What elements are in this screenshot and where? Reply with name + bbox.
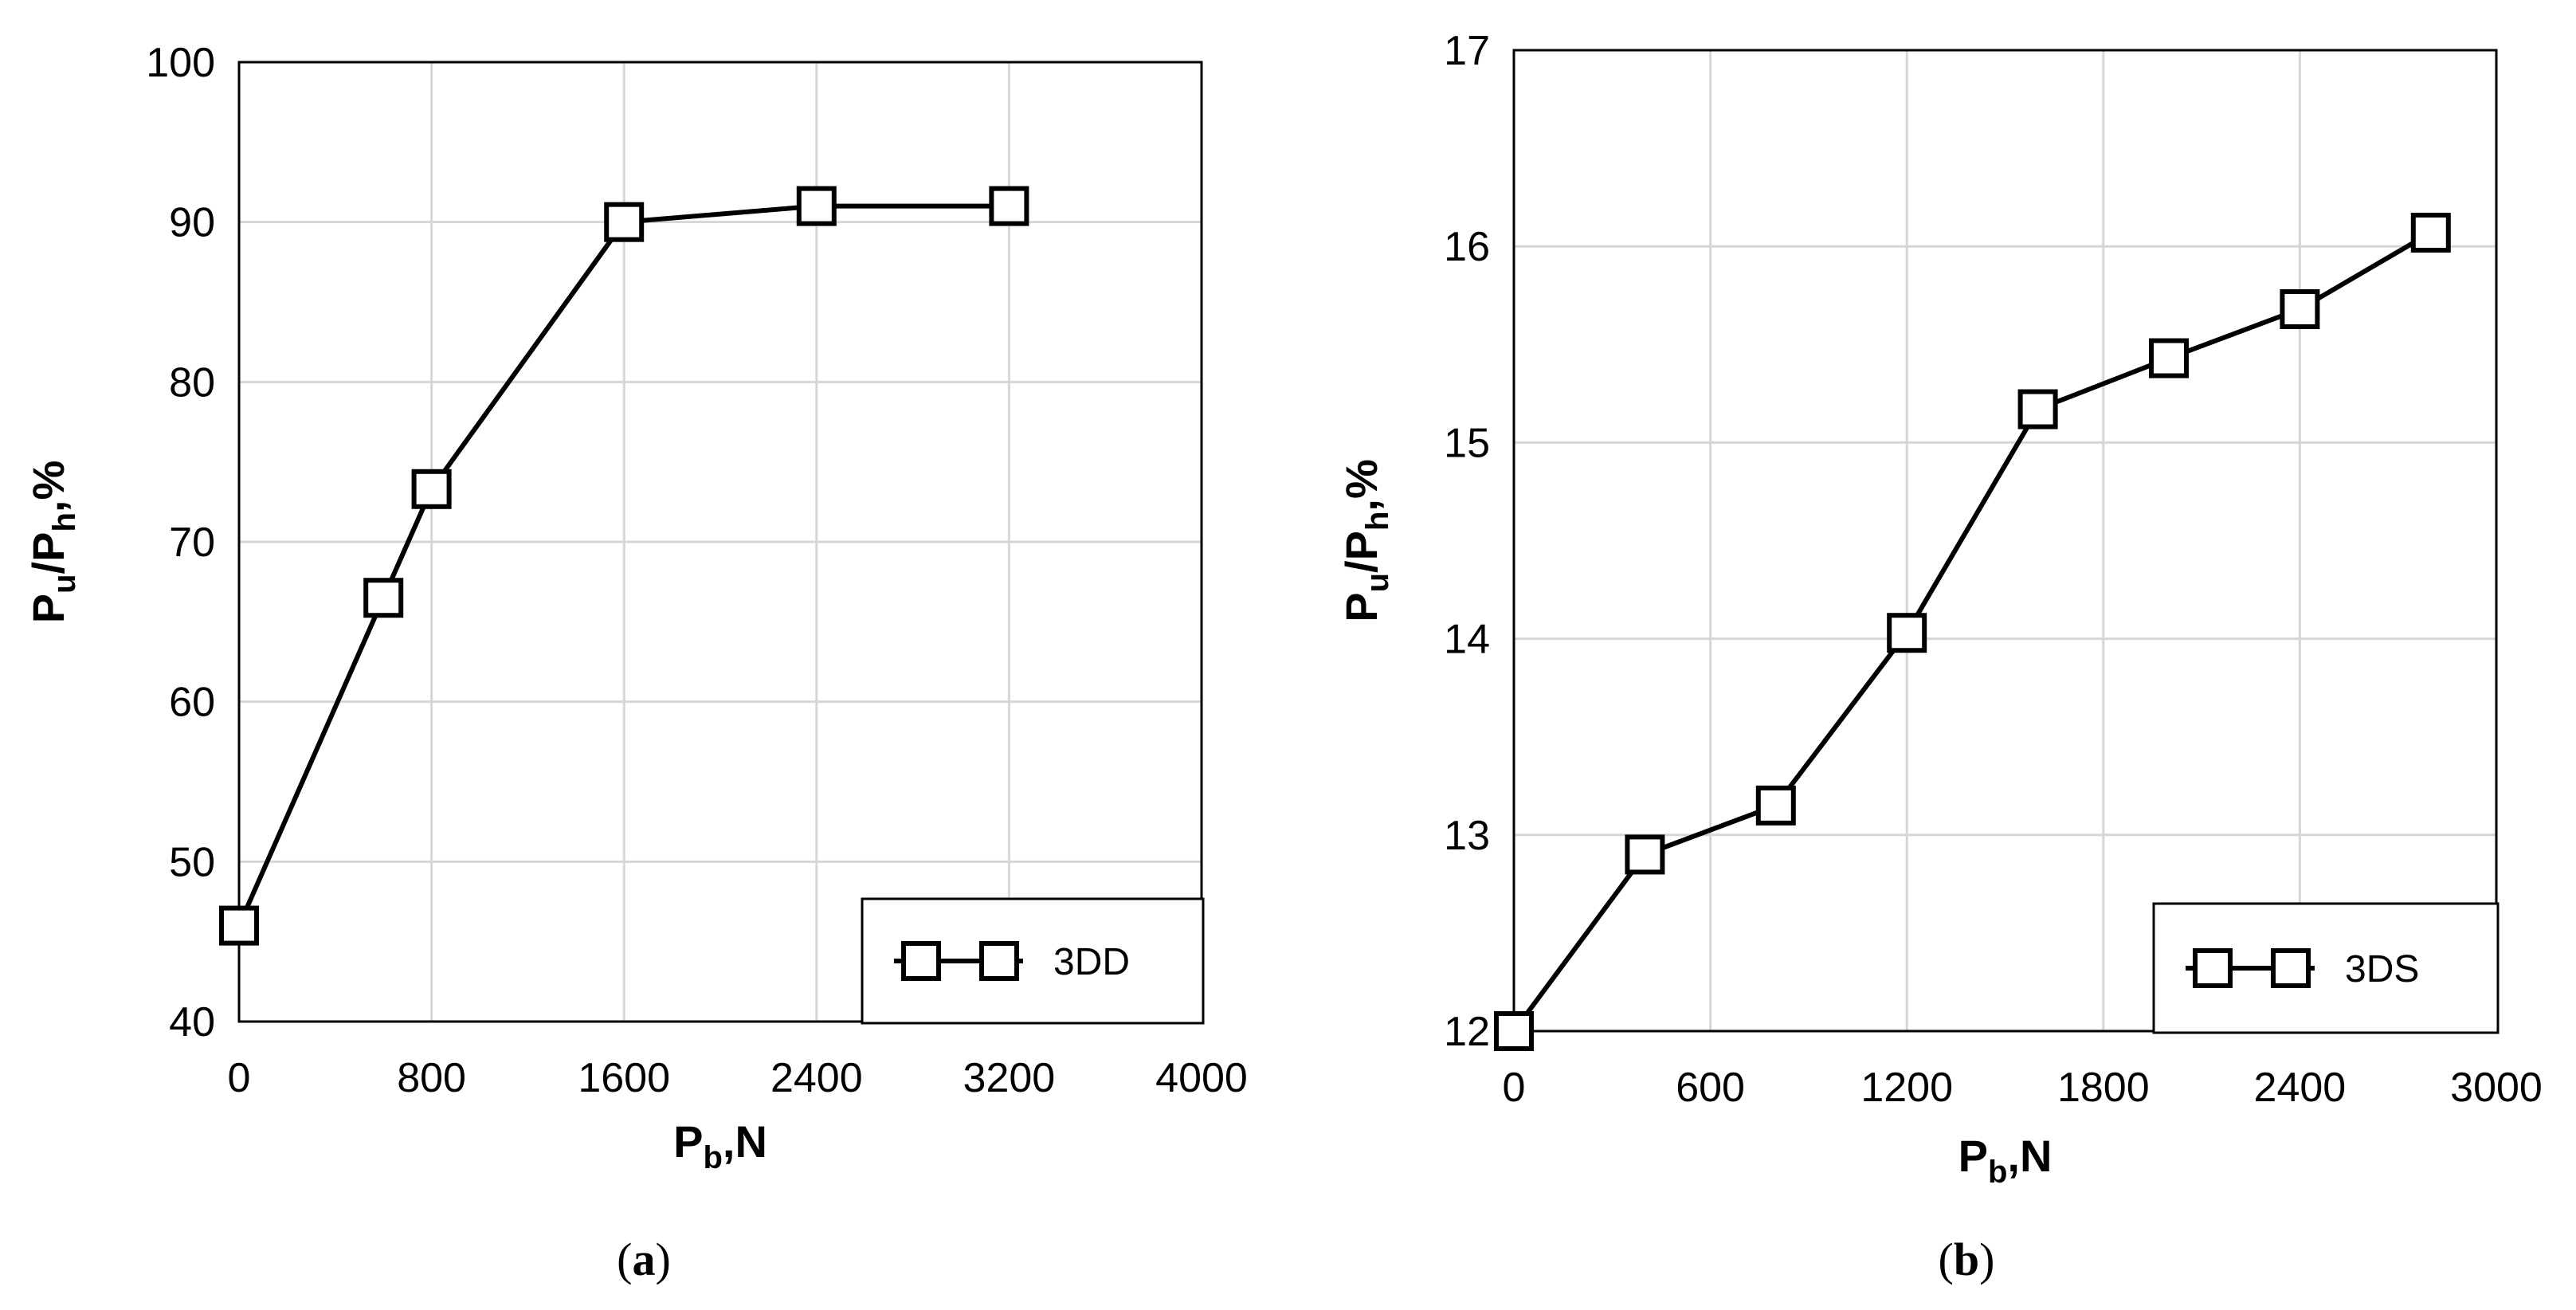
x-axis-label: Pb,N [673, 1116, 767, 1175]
y-tick-label: 100 [146, 40, 215, 86]
caption-close: ) [656, 1234, 671, 1285]
data-point-3DD [411, 469, 452, 509]
y-axis-label-sub2: h [47, 512, 82, 531]
chart-b: 0 600 1200 1800 2400 3000121314151617Pb,NPu/P… [1336, 28, 2543, 1285]
y-tick-label: 15 [1444, 420, 1490, 466]
legend-marker [901, 941, 941, 981]
y-tick-label: 40 [169, 999, 215, 1045]
data-point-3DS [2280, 288, 2320, 329]
caption-open: ( [1939, 1234, 1954, 1285]
series-line-3DD [237, 203, 1010, 927]
x-tick-label: 2400 [2254, 1065, 2347, 1111]
y-axis-label-sub2: h [1360, 512, 1395, 531]
gridlines [239, 62, 1202, 1022]
data-point-3DS [2410, 212, 2451, 253]
gridlines [1514, 50, 2496, 1031]
x-tick-label: 800 [397, 1055, 466, 1101]
y-tick-label: 80 [169, 359, 215, 406]
legend-label: 3DD [1053, 941, 1130, 983]
y-tick-label: 13 [1444, 813, 1490, 859]
x-tick-label: 4000 [1155, 1055, 1248, 1101]
y-axis-label-tail: ,% [1336, 459, 1386, 511]
x-tick-label: 3200 [963, 1055, 1056, 1101]
y-tick-label: 14 [1444, 617, 1490, 663]
y-tick-label: 17 [1444, 28, 1490, 74]
y-axis-label-mid: /P [23, 532, 73, 575]
plot-area-frame [1512, 49, 2498, 1033]
data-point-3DD [604, 202, 645, 242]
x-axis-label: Pb,N [1958, 1131, 2053, 1190]
y-axis-label: Pu/Ph,% [1336, 459, 1395, 622]
plot-area-frame [237, 61, 1203, 1023]
x-axis-label-main: P [1958, 1131, 1988, 1181]
y-tick-label: 60 [169, 680, 215, 726]
y-tick-label: 12 [1444, 1009, 1490, 1055]
x-axis-label-main: P [673, 1116, 703, 1167]
legend-label: 3DS [2345, 948, 2419, 990]
data-point-3DS [2017, 389, 2058, 429]
y-axis-label: Pu/Ph,% [23, 461, 82, 624]
y-axis-label-tail: ,% [23, 461, 73, 512]
x-tick-label: 1200 [1860, 1065, 1953, 1111]
panel-caption: (b) [1939, 1234, 1995, 1285]
data-point-3DD [796, 186, 837, 226]
y-axis-label-p1: P [23, 594, 73, 623]
data-point-3DS [1755, 785, 1796, 826]
x-tick-label: 3000 [2450, 1065, 2543, 1111]
data-point-3DS [1494, 1011, 1534, 1051]
x-axis-label-tail: ,N [723, 1116, 767, 1167]
data-point-3DS [1887, 613, 1927, 653]
x-tick-label: 0 [1503, 1065, 1526, 1111]
y-axis-label-mid: /P [1336, 531, 1386, 573]
x-tick-label: 1600 [578, 1055, 670, 1101]
legend-marker [2193, 948, 2233, 988]
caption-letter: a [633, 1234, 656, 1285]
caption-letter: b [1954, 1234, 1979, 1285]
caption-close: ) [1979, 1234, 1994, 1285]
y-tick-label: 16 [1444, 224, 1490, 270]
series-line-3DS [1511, 230, 2433, 1033]
y-axis-label-sub1: u [1360, 573, 1395, 592]
data-point-3DD [989, 186, 1029, 226]
x-axis-label-sub: b [1988, 1155, 2007, 1190]
data-point-3DD [219, 905, 259, 946]
data-point-3DD [363, 578, 404, 618]
legend-marker [2271, 948, 2311, 988]
data-point-3DS [1625, 834, 1665, 875]
legend-marker [979, 941, 1019, 981]
y-tick-label: 50 [169, 839, 215, 885]
y-axis-label-p1: P [1336, 592, 1386, 622]
chart-a: 0 800 1600 2400 3200 4000405060708090100Pb,NP… [23, 40, 1248, 1285]
x-axis-label-tail: ,N [2007, 1131, 2052, 1181]
y-tick-label: 90 [169, 200, 215, 246]
caption-open: ( [617, 1234, 632, 1285]
x-tick-label: 1800 [2057, 1065, 2150, 1111]
y-tick-label: 70 [169, 520, 215, 566]
x-tick-label: 600 [1676, 1065, 1745, 1111]
panel-caption: (a) [617, 1234, 671, 1285]
y-axis-label-sub1: u [47, 574, 82, 593]
x-tick-label: 2400 [770, 1055, 863, 1101]
data-point-3DS [2149, 338, 2189, 378]
x-axis-label-sub: b [703, 1140, 722, 1175]
x-tick-label: 0 [228, 1055, 251, 1101]
